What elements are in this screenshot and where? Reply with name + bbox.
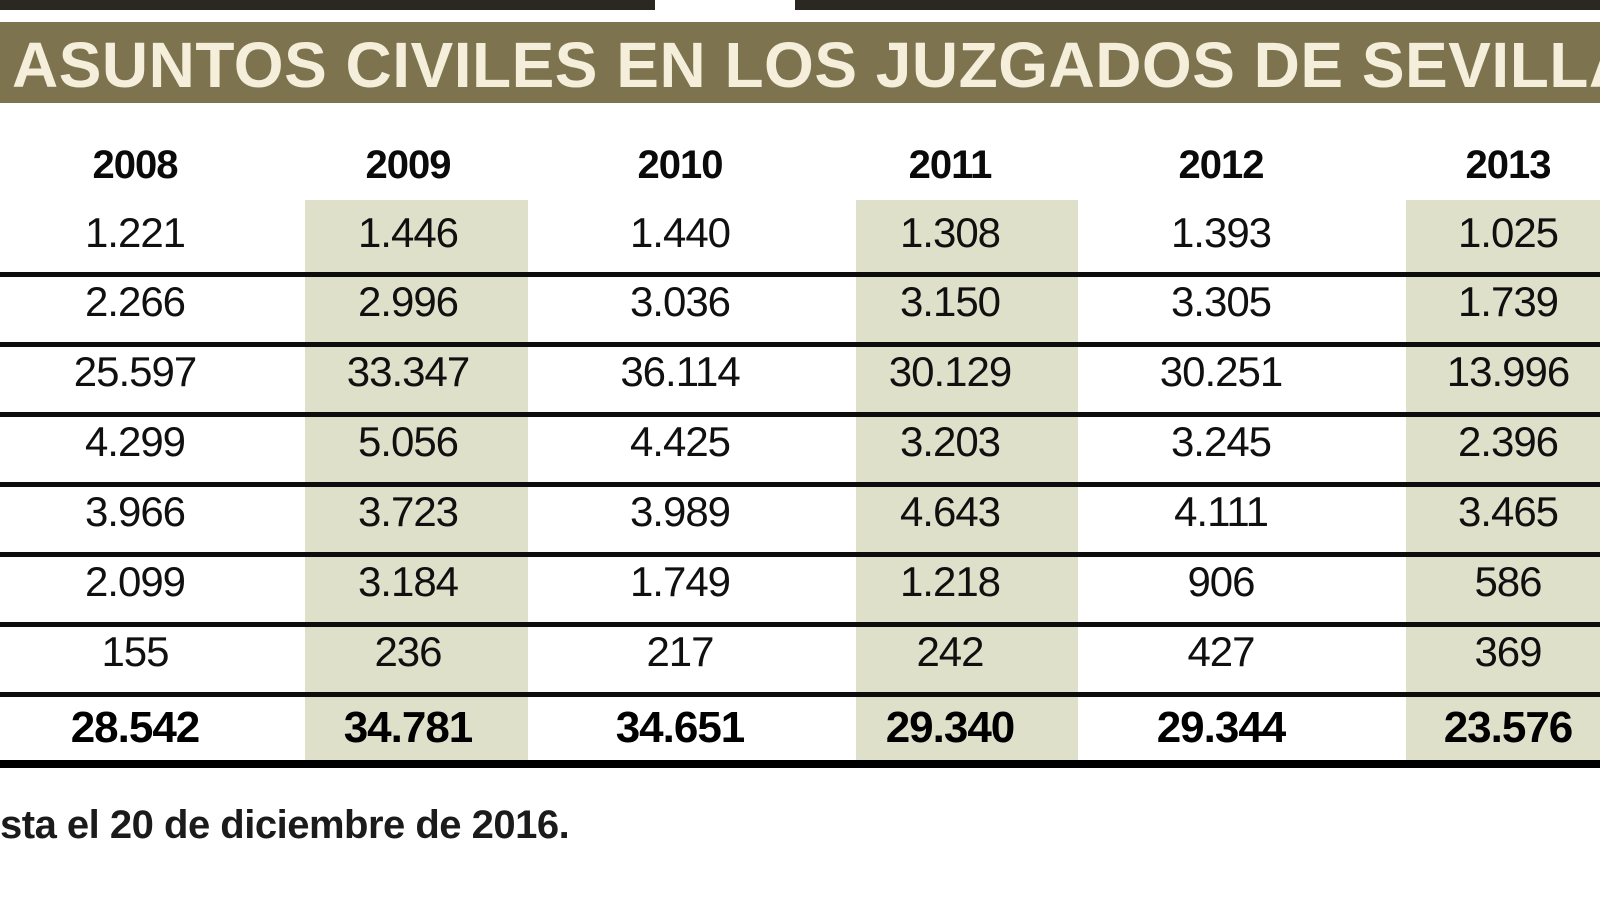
- table-cell: 13.996: [1446, 348, 1570, 395]
- year-header: 2011: [908, 143, 993, 187]
- top-crop-strip-left: [0, 0, 655, 10]
- total-cell: 34.781: [343, 703, 474, 752]
- table-cell: 2.396: [1457, 418, 1559, 465]
- table-cell: 2.099: [84, 558, 186, 605]
- row-divider: [0, 622, 1600, 627]
- table-cell: 33.347: [346, 348, 470, 395]
- table-cell: 369: [1474, 628, 1542, 675]
- row-divider: [0, 342, 1600, 347]
- total-cell: 28.542: [70, 703, 201, 752]
- table-cell: 30.251: [1159, 348, 1283, 395]
- table-cell: 4.111: [1174, 488, 1269, 535]
- table-row: 155 236 217 242 427 369: [0, 629, 1600, 675]
- totals-row: 28.542 34.781 34.651 29.340 29.344 23.57…: [0, 705, 1600, 751]
- year-header: 2009: [365, 143, 452, 187]
- table-cell: 3.184: [357, 558, 459, 605]
- table-bottom-rule: [0, 760, 1600, 768]
- table-cell: 4.643: [899, 488, 1001, 535]
- top-crop-strip-right: [795, 0, 1600, 10]
- table-cell: 2.266: [84, 278, 186, 325]
- column-band-2011: [856, 200, 1078, 760]
- table-cell: 3.150: [899, 278, 1001, 325]
- page-title: ASUNTOS CIVILES EN LOS JUZGADOS DE SEVIL…: [12, 29, 1600, 101]
- table-cell: 242: [916, 628, 984, 675]
- table-cell: 1.749: [629, 558, 731, 605]
- table-row: 2.099 3.184 1.749 1.218 906 586: [0, 559, 1600, 605]
- table-cell: 1.308: [899, 209, 1001, 256]
- table-cell: 3.465: [1457, 488, 1559, 535]
- row-divider: [0, 692, 1600, 697]
- table-cell: 3.989: [629, 488, 731, 535]
- table-cell: 1.221: [84, 209, 186, 256]
- table-row: 1.221 1.446 1.440 1.308 1.393 1.025: [0, 210, 1600, 256]
- table-cell: 1.218: [899, 558, 1001, 605]
- year-header: 2012: [1178, 143, 1265, 187]
- year-header: 2008: [92, 143, 179, 187]
- table-cell: 5.056: [357, 418, 459, 465]
- row-divider: [0, 272, 1600, 277]
- total-cell: 34.651: [615, 703, 746, 752]
- column-band-2009: [305, 200, 528, 760]
- table-cell: 3.723: [357, 488, 459, 535]
- column-band-2013: [1406, 200, 1600, 760]
- table-cell: 3.203: [899, 418, 1001, 465]
- table-row: 25.597 33.347 36.114 30.129 30.251 13.99…: [0, 349, 1600, 395]
- table-cell: 1.393: [1170, 209, 1272, 256]
- table-cell: 36.114: [620, 348, 740, 395]
- table-cell: 155: [101, 628, 169, 675]
- year-header: 2013: [1465, 143, 1552, 187]
- row-divider: [0, 412, 1600, 417]
- table-cell: 4.299: [84, 418, 186, 465]
- table-cell: 217: [646, 628, 714, 675]
- footnote: sta el 20 de diciembre de 2016.: [0, 803, 570, 847]
- table-cell: 2.996: [357, 278, 459, 325]
- total-cell: 29.340: [885, 703, 1016, 752]
- table-cell: 30.129: [888, 348, 1012, 395]
- title-bar: ASUNTOS CIVILES EN LOS JUZGADOS DE SEVIL…: [0, 22, 1600, 103]
- table-row: 4.299 5.056 4.425 3.203 3.245 2.396: [0, 419, 1600, 465]
- table-cell: 1.446: [357, 209, 459, 256]
- table-cell: 4.425: [629, 418, 731, 465]
- row-divider: [0, 552, 1600, 557]
- table-cell: 1.739: [1457, 278, 1559, 325]
- table-cell: 236: [374, 628, 442, 675]
- table-cell: 1.440: [629, 209, 731, 256]
- year-header: 2010: [637, 143, 724, 187]
- table-cell: 3.966: [84, 488, 186, 535]
- table-cell: 3.245: [1170, 418, 1272, 465]
- table-row: 2.266 2.996 3.036 3.150 3.305 1.739: [0, 279, 1600, 325]
- table-cell: 3.305: [1170, 278, 1272, 325]
- table-cell: 3.036: [629, 278, 731, 325]
- total-cell: 29.344: [1156, 703, 1287, 752]
- year-header-row: 2008 2009 2010 2011 2012 2013: [0, 142, 1600, 188]
- table-cell: 1.025: [1457, 209, 1559, 256]
- row-divider: [0, 482, 1600, 487]
- table-cell: 906: [1187, 558, 1255, 605]
- table-cell: 427: [1187, 628, 1255, 675]
- table-cell: 586: [1474, 558, 1542, 605]
- total-cell: 23.576: [1443, 703, 1574, 752]
- table-row: 3.966 3.723 3.989 4.643 4.111 3.465: [0, 489, 1600, 535]
- table-cell: 25.597: [73, 348, 197, 395]
